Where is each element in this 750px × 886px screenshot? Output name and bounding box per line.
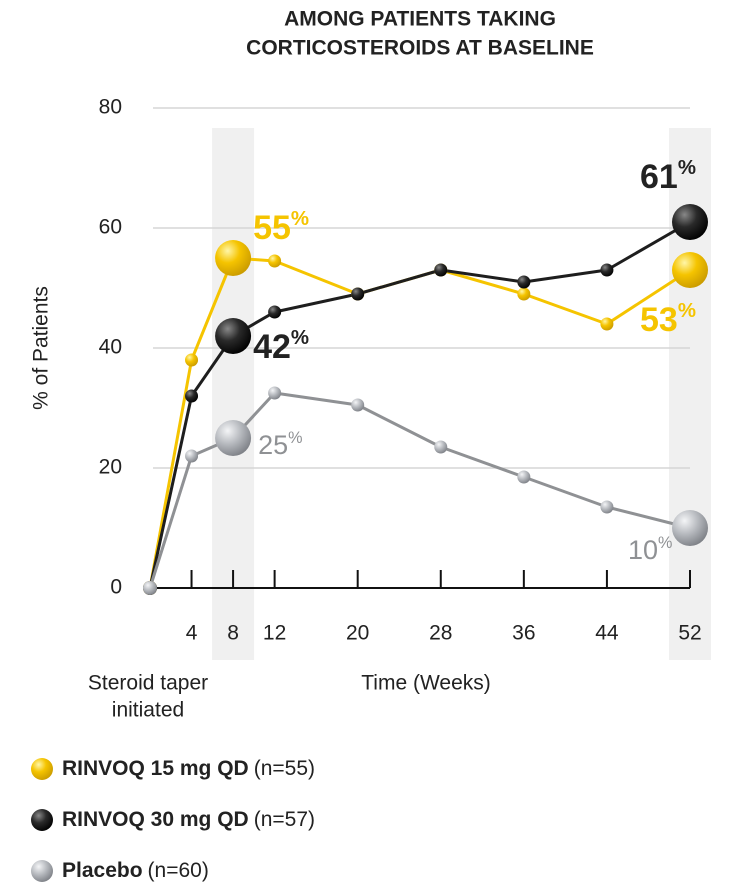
- highlight-marker: [672, 510, 708, 546]
- legend-name: RINVOQ 30 mg QD: [62, 808, 249, 831]
- marker: [517, 470, 531, 484]
- y-tick-label: 60: [99, 216, 122, 239]
- highlight-marker: [215, 420, 252, 456]
- chart-title: CORTICOSTEROIDS AT BASELINE: [246, 37, 594, 60]
- legend-note: (n=60): [148, 859, 209, 882]
- annotation: Steroid taper: [88, 672, 208, 695]
- marker: [600, 317, 614, 331]
- marker: [600, 263, 614, 277]
- marker: [517, 287, 531, 301]
- value-label: 10%: [628, 534, 672, 565]
- x-tick-label: 8: [227, 622, 239, 645]
- marker: [434, 263, 448, 277]
- value-label: 61%: [640, 157, 696, 196]
- y-axis-label: % of Patients: [30, 286, 53, 410]
- highlight-marker: [215, 240, 252, 276]
- x-tick-label: 4: [186, 622, 198, 645]
- x-axis-label: Time (Weeks): [361, 672, 491, 695]
- marker: [185, 449, 199, 463]
- legend-note: (n=55): [254, 757, 315, 780]
- highlight-marker: [672, 204, 708, 240]
- highlight-marker: [672, 252, 708, 288]
- marker: [268, 305, 282, 319]
- marker: [517, 275, 531, 289]
- legend-note: (n=57): [254, 808, 315, 831]
- legend-name: RINVOQ 15 mg QD: [62, 757, 249, 780]
- marker: [600, 500, 614, 514]
- value-label: 55%: [253, 208, 309, 247]
- legend-entry: RINVOQ 15 mg QD (n=55): [62, 757, 315, 780]
- x-tick-label: 28: [429, 622, 452, 645]
- marker: [143, 581, 157, 595]
- x-tick-label: 44: [595, 622, 619, 645]
- highlight-marker: [215, 318, 252, 354]
- legend-name: Placebo: [62, 859, 143, 882]
- marker: [268, 254, 282, 268]
- marker: [434, 440, 448, 454]
- y-tick-label: 80: [99, 96, 122, 119]
- marker: [185, 389, 199, 403]
- marker: [268, 386, 282, 400]
- marker: [185, 353, 199, 367]
- legend-marker: [31, 809, 53, 831]
- value-label: 42%: [253, 327, 309, 366]
- legend-entry: RINVOQ 30 mg QD (n=57): [62, 808, 315, 831]
- value-label: 25%: [258, 429, 302, 460]
- x-tick-label: 52: [678, 622, 701, 645]
- value-label: 53%: [640, 300, 696, 339]
- x-tick-label: 36: [512, 622, 535, 645]
- legend-entry: Placebo (n=60): [62, 859, 209, 882]
- annotation: initiated: [112, 699, 184, 722]
- legend-marker: [31, 860, 53, 882]
- y-tick-label: 0: [110, 576, 122, 599]
- x-tick-label: 12: [263, 622, 286, 645]
- marker: [351, 398, 365, 412]
- y-tick-label: 20: [99, 456, 122, 479]
- chart-title: AMONG PATIENTS TAKING: [284, 8, 556, 31]
- marker: [351, 287, 365, 301]
- y-tick-label: 40: [99, 336, 122, 359]
- legend-marker: [31, 758, 53, 780]
- x-tick-label: 20: [346, 622, 369, 645]
